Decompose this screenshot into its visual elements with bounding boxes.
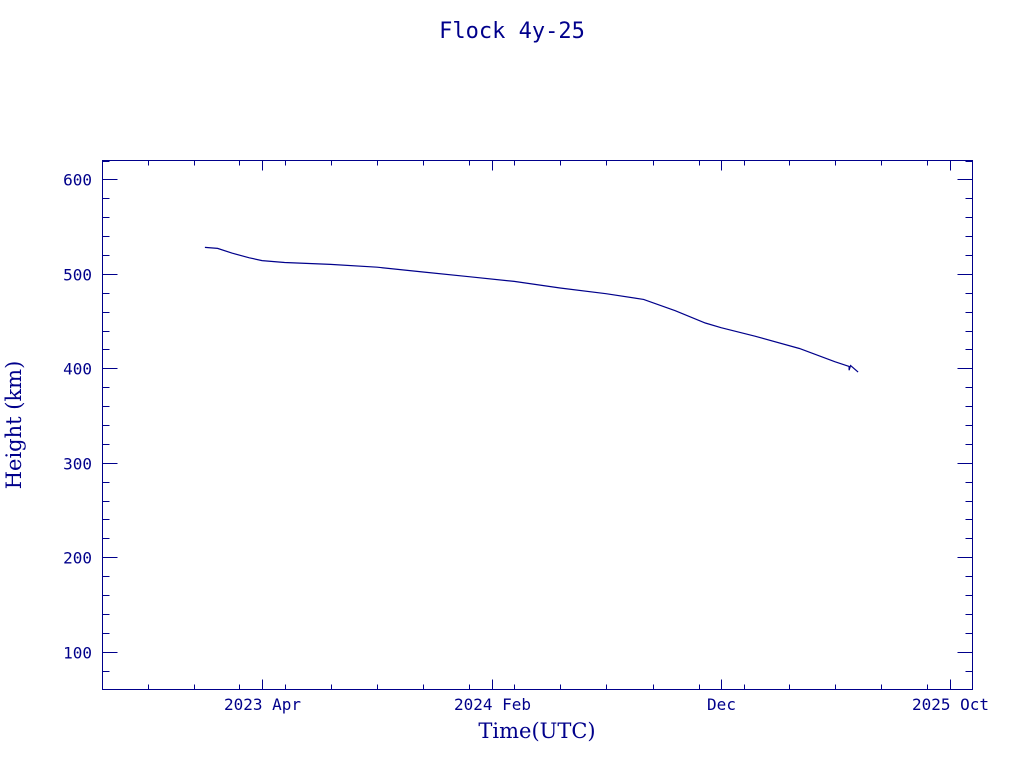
axis-ticks [102,160,973,690]
y-tick-label: 200 [63,549,92,568]
x-tick-label: 2024 Feb [454,695,531,714]
x-tick-labels: 2023 Apr 2024 Feb Dec 2025 Oct [224,695,989,714]
x-tick-label: 2023 Apr [224,695,301,714]
y-tick-label: 600 [63,171,92,190]
x-tick-label: 2025 Oct [912,695,989,714]
x-tick-label: Dec [707,695,736,714]
y-axis-label: Height (km) [2,361,26,490]
plot-frame [102,160,973,690]
y-tick-labels: 100 200 300 400 500 600 [63,171,92,663]
chart-title: Flock 4y-25 [439,19,585,44]
y-tick-label: 100 [63,644,92,663]
y-tick-label: 400 [63,360,92,379]
y-tick-label: 500 [63,266,92,285]
height-series-line [204,246,859,373]
y-tick-label: 300 [63,455,92,474]
x-axis-label: Time(UTC) [478,719,595,743]
